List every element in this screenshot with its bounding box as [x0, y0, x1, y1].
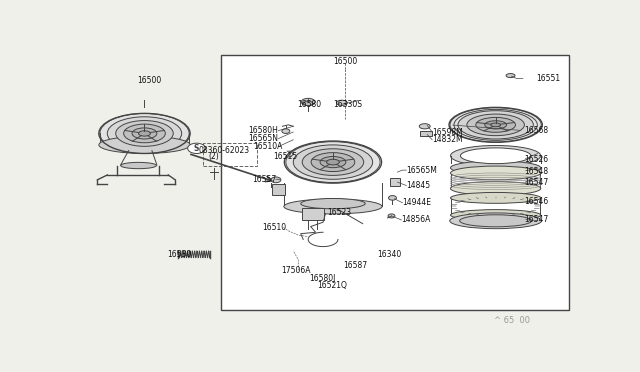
Bar — [420, 131, 432, 136]
Circle shape — [388, 196, 396, 200]
Text: 16565N: 16565N — [249, 134, 278, 143]
Text: 14944E: 14944E — [403, 198, 431, 207]
Text: ^ 65  00: ^ 65 00 — [494, 316, 530, 325]
Text: 14845: 14845 — [406, 181, 431, 190]
Ellipse shape — [293, 145, 372, 179]
Text: 16523: 16523 — [327, 208, 351, 217]
Ellipse shape — [99, 136, 190, 154]
Text: 16557: 16557 — [253, 175, 277, 184]
Ellipse shape — [450, 213, 541, 229]
Text: 16510A: 16510A — [253, 142, 283, 151]
Text: 16580J: 16580J — [309, 273, 335, 283]
Ellipse shape — [108, 117, 182, 150]
Text: 16548: 16548 — [524, 167, 548, 176]
Text: 16521Q: 16521Q — [317, 281, 347, 290]
Text: 16546: 16546 — [524, 197, 548, 206]
Text: 16500: 16500 — [137, 76, 161, 85]
Ellipse shape — [301, 198, 365, 209]
Ellipse shape — [484, 121, 507, 129]
Circle shape — [282, 129, 290, 134]
Ellipse shape — [304, 101, 312, 106]
Text: 16515: 16515 — [273, 153, 298, 161]
Ellipse shape — [419, 124, 430, 129]
Text: 16526: 16526 — [524, 155, 548, 164]
Text: 14832M: 14832M — [432, 135, 463, 144]
Text: 16330S: 16330S — [333, 100, 362, 109]
Bar — [390, 179, 400, 186]
Ellipse shape — [506, 74, 515, 78]
Ellipse shape — [451, 166, 541, 180]
Ellipse shape — [476, 118, 515, 132]
Ellipse shape — [451, 210, 541, 221]
Ellipse shape — [491, 123, 500, 127]
Ellipse shape — [286, 142, 380, 183]
Circle shape — [271, 177, 281, 183]
Text: 16598M: 16598M — [432, 128, 463, 137]
Bar — [203, 143, 257, 166]
Ellipse shape — [451, 182, 541, 195]
Text: 16565M: 16565M — [406, 166, 437, 174]
Ellipse shape — [326, 159, 339, 165]
Ellipse shape — [320, 157, 346, 168]
Ellipse shape — [138, 131, 150, 136]
Ellipse shape — [467, 114, 524, 136]
Text: 16551: 16551 — [536, 74, 561, 83]
Ellipse shape — [460, 148, 531, 164]
Ellipse shape — [451, 161, 541, 175]
Text: 08360-62023: 08360-62023 — [198, 146, 249, 155]
Text: 16547: 16547 — [524, 178, 548, 187]
Ellipse shape — [116, 121, 173, 146]
Ellipse shape — [450, 108, 541, 142]
Ellipse shape — [311, 153, 355, 171]
Ellipse shape — [100, 113, 189, 153]
Text: 16340: 16340 — [378, 250, 402, 259]
Ellipse shape — [284, 199, 382, 214]
Text: 16587: 16587 — [343, 261, 367, 270]
Ellipse shape — [458, 111, 533, 139]
Bar — [302, 208, 324, 220]
Text: 16510: 16510 — [262, 224, 287, 232]
Ellipse shape — [124, 124, 165, 143]
Text: 14856A: 14856A — [401, 215, 431, 224]
Circle shape — [388, 214, 395, 218]
Text: 16580H: 16580H — [249, 126, 278, 135]
Text: S: S — [194, 144, 199, 153]
Bar — [272, 183, 285, 195]
Ellipse shape — [451, 145, 541, 166]
Text: 16547: 16547 — [524, 215, 548, 224]
Ellipse shape — [301, 98, 315, 106]
Text: 16580: 16580 — [297, 100, 321, 109]
Text: (2): (2) — [208, 153, 219, 161]
Text: 16568: 16568 — [524, 126, 548, 135]
Ellipse shape — [121, 162, 156, 169]
Ellipse shape — [337, 100, 348, 105]
Text: 16500: 16500 — [333, 57, 358, 66]
Ellipse shape — [460, 215, 532, 227]
Bar — [221, 55, 568, 310]
Ellipse shape — [302, 149, 364, 176]
Circle shape — [188, 143, 205, 154]
Ellipse shape — [132, 128, 157, 139]
Text: 16530: 16530 — [167, 250, 191, 259]
Ellipse shape — [451, 192, 541, 203]
Text: 17506A: 17506A — [281, 266, 310, 275]
